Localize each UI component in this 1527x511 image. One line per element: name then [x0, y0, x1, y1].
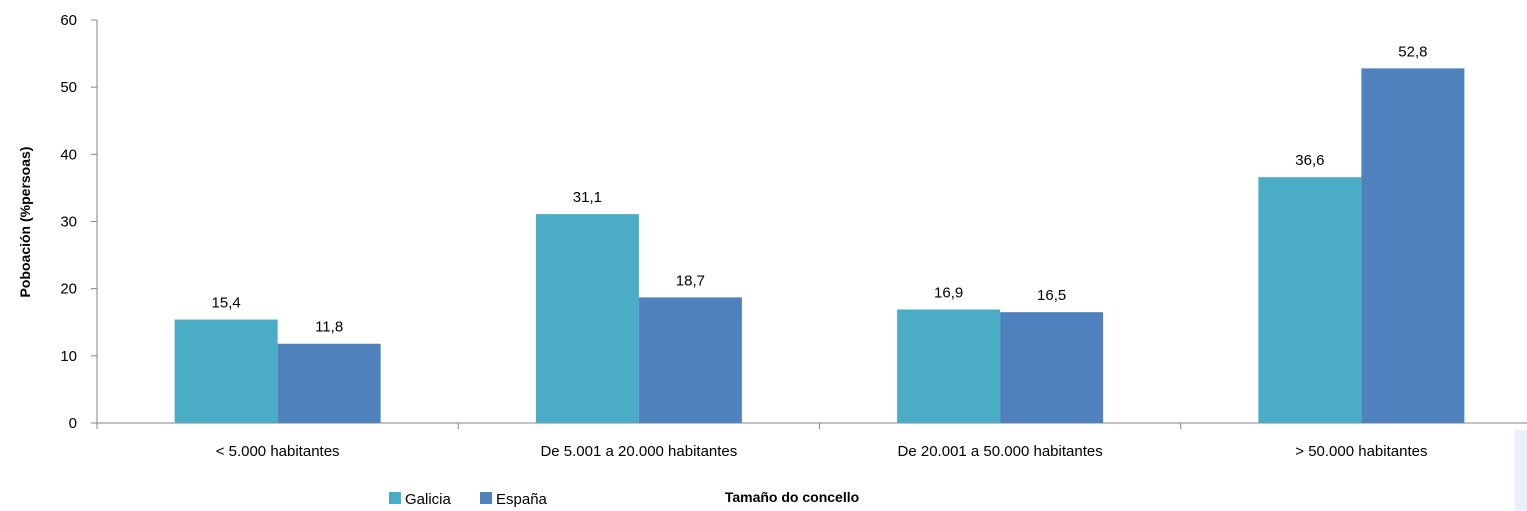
legend-swatch: [480, 492, 492, 504]
bars: [174, 68, 1465, 424]
bar: [1000, 312, 1104, 423]
bar: [1258, 177, 1362, 423]
data-label: 16,5: [1037, 287, 1066, 304]
x-tick-label: > 50.000 habitantes: [1295, 443, 1427, 460]
legend-swatch: [389, 492, 401, 504]
y-tick-label: 10: [60, 348, 77, 365]
data-label: 36,6: [1295, 152, 1324, 169]
x-axis-title: Tamaño do concello: [725, 489, 859, 505]
y-tick-label: 0: [69, 415, 77, 432]
bar: [277, 343, 381, 423]
y-tick-label: 40: [60, 146, 77, 163]
data-label: 11,8: [315, 319, 343, 336]
y-axis: 0 10 20 30 40 50 60: [60, 12, 98, 432]
legend: Galicia España: [389, 491, 548, 508]
data-labels: 15,4 11,8 31,1 18,7 16,9 16,5 36,6 52,8: [212, 43, 1428, 335]
data-label: 15,4: [212, 295, 241, 312]
y-tick-label: 20: [60, 281, 77, 298]
legend-label: España: [496, 491, 548, 508]
legend-label: Galicia: [405, 491, 452, 508]
x-axis: < 5.000 habitantes De 5.001 a 20.000 habi…: [96, 422, 1527, 460]
x-tick-label: De 20.001 a 50.000 habitantes: [898, 443, 1103, 460]
y-axis-title: Poboación (%persoas): [17, 147, 33, 298]
x-tick-label: De 5.001 a 20.000 habitantes: [540, 443, 737, 460]
bar: [1361, 68, 1465, 424]
bar: [897, 309, 1001, 423]
edge-strip: [1515, 430, 1527, 511]
y-tick-label: 50: [60, 79, 77, 96]
data-label: 31,1: [573, 189, 602, 206]
data-label: 18,7: [676, 272, 705, 289]
y-tick-label: 30: [60, 214, 77, 231]
data-label: 52,8: [1398, 43, 1427, 60]
x-tick-label: < 5.000 habitantes: [216, 443, 340, 460]
y-tick-label: 60: [60, 12, 77, 29]
bar: [174, 319, 278, 423]
data-label: 16,9: [934, 284, 963, 301]
bar: [638, 297, 742, 423]
bar: [535, 214, 639, 423]
